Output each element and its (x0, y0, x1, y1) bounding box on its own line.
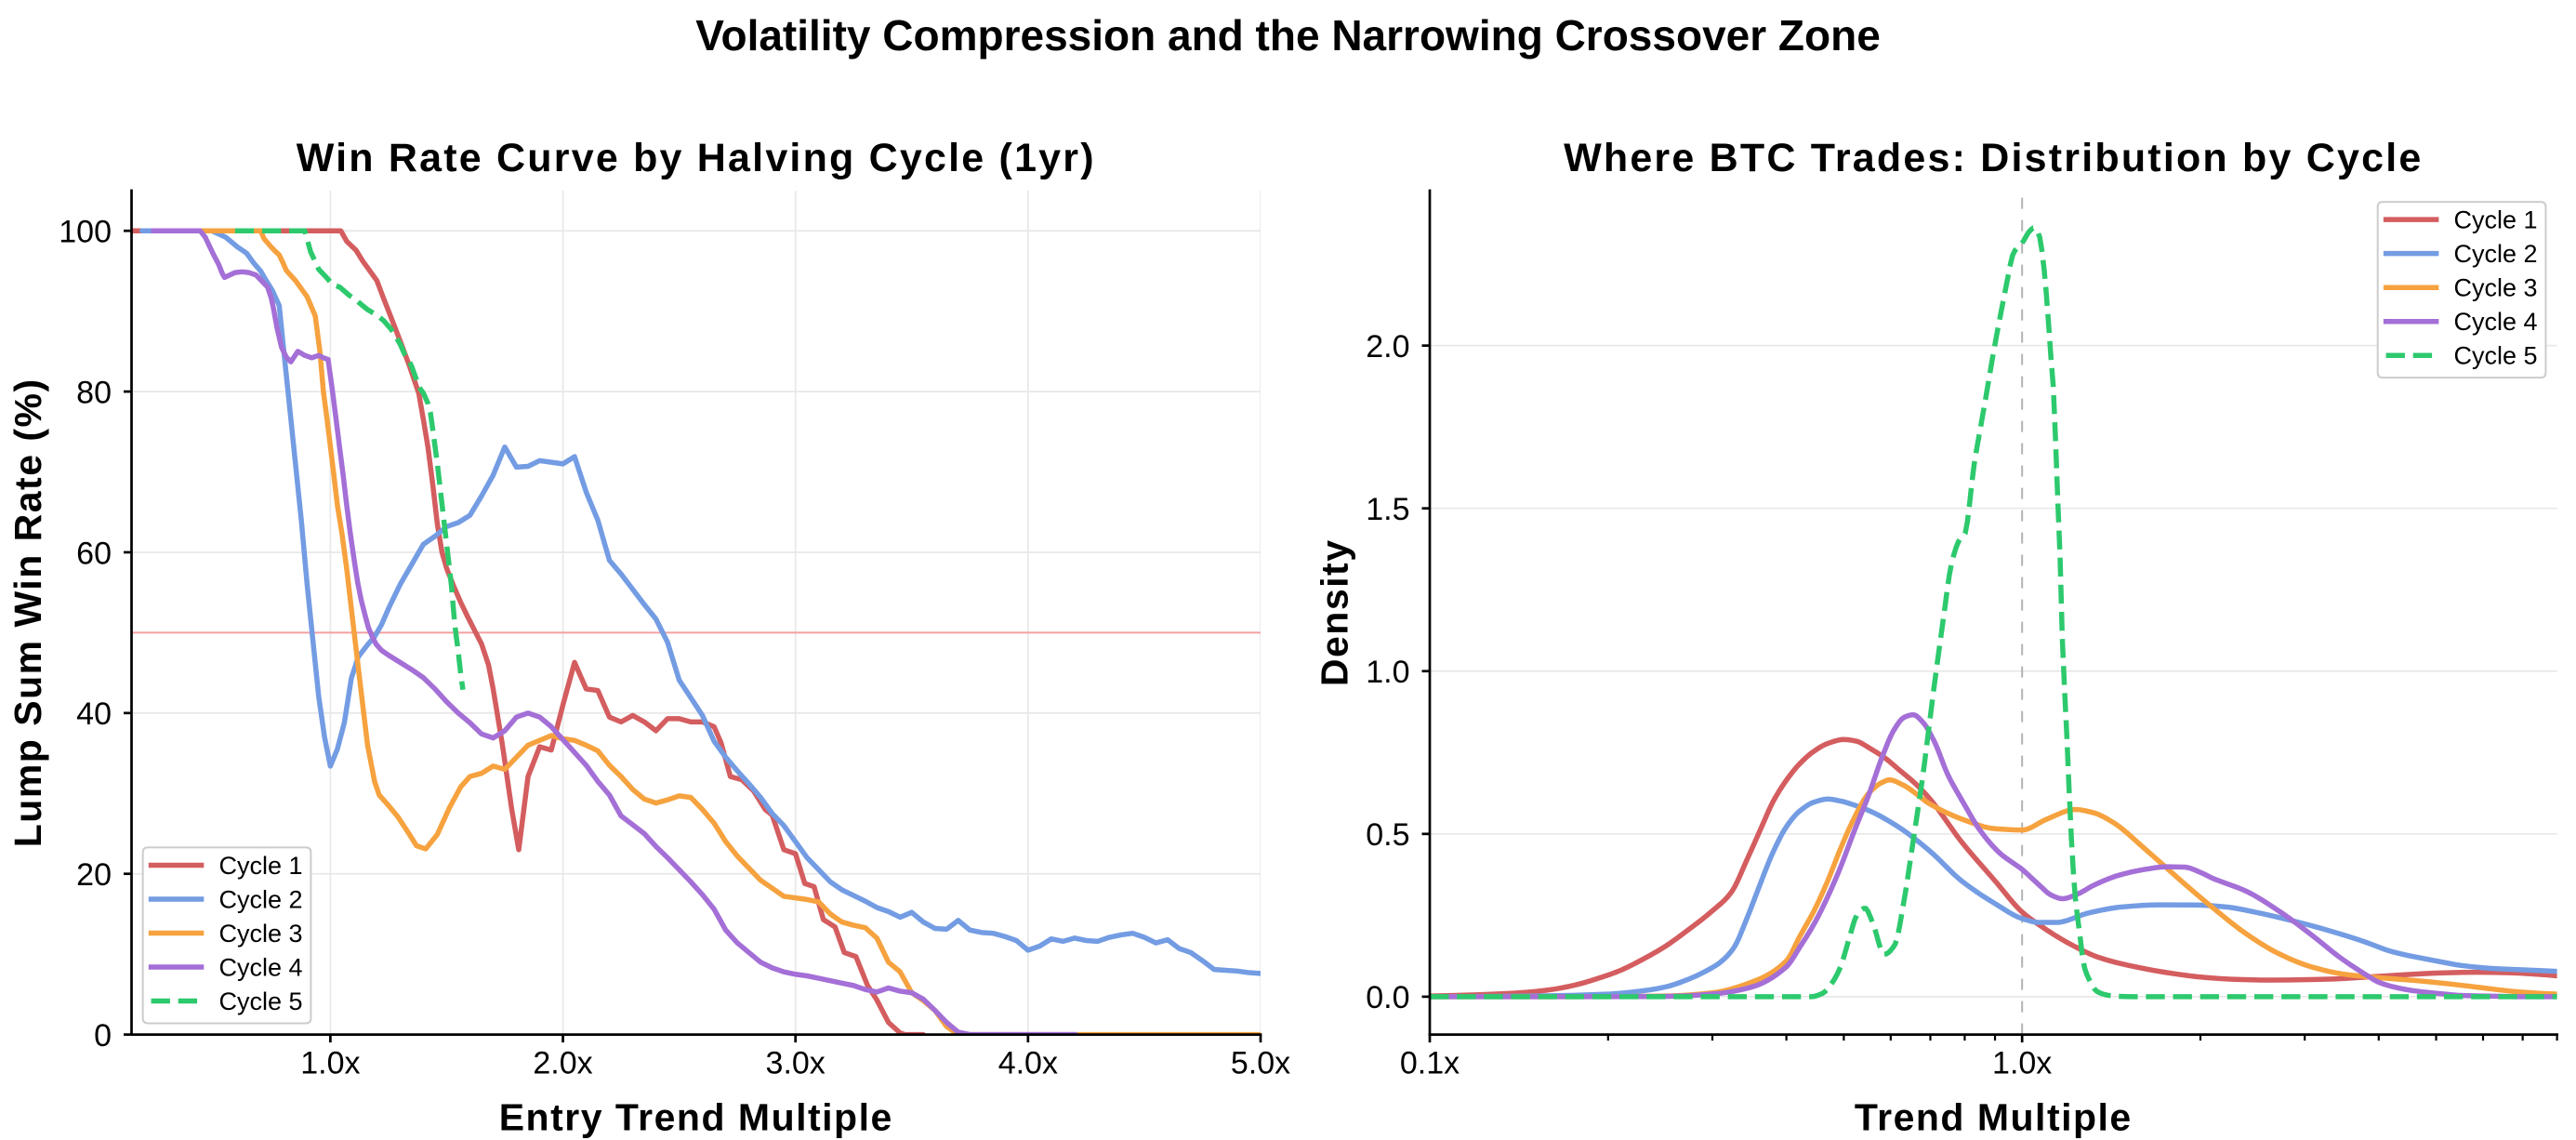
svg-text:0.5: 0.5 (1366, 817, 1409, 853)
svg-text:20: 20 (76, 857, 112, 893)
svg-text:Cycle 4: Cycle 4 (218, 953, 302, 981)
svg-text:1.0x: 1.0x (1992, 1046, 2052, 1081)
svg-text:Cycle 1: Cycle 1 (2454, 206, 2538, 234)
svg-text:Cycle 2: Cycle 2 (2454, 240, 2538, 268)
svg-text:Cycle 1: Cycle 1 (218, 852, 302, 880)
svg-text:5.0x: 5.0x (1231, 1046, 1290, 1081)
svg-text:Win Rate Curve by Halving Cycl: Win Rate Curve by Halving Cycle (1yr) (297, 136, 1096, 180)
svg-text:Cycle 5: Cycle 5 (218, 988, 302, 1015)
svg-text:Trend Multiple: Trend Multiple (1855, 1096, 2133, 1139)
svg-text:2.0x: 2.0x (533, 1046, 592, 1081)
svg-text:80: 80 (76, 375, 112, 410)
svg-text:3.0x: 3.0x (766, 1046, 826, 1081)
svg-text:1.0x: 1.0x (300, 1046, 360, 1081)
svg-text:Cycle 4: Cycle 4 (2454, 308, 2538, 336)
svg-text:Cycle 3: Cycle 3 (2454, 274, 2538, 302)
svg-text:Entry Trend Multiple: Entry Trend Multiple (499, 1096, 893, 1139)
svg-text:Density: Density (1314, 538, 1356, 686)
svg-text:100: 100 (59, 215, 112, 250)
svg-text:1.0: 1.0 (1366, 655, 1409, 690)
svg-text:Cycle 2: Cycle 2 (218, 885, 302, 913)
svg-text:Where BTC Trades: Distribution: Where BTC Trades: Distribution by Cycle (1564, 136, 2423, 180)
svg-text:Lump Sum Win Rate (%): Lump Sum Win Rate (%) (7, 378, 49, 847)
svg-text:Volatility Compression and the: Volatility Compression and the Narrowing… (695, 11, 1881, 60)
svg-text:40: 40 (76, 696, 112, 732)
svg-text:1.5: 1.5 (1366, 492, 1409, 527)
svg-text:0.1x: 0.1x (1400, 1046, 1460, 1081)
svg-text:2.0: 2.0 (1366, 329, 1409, 365)
svg-text:Cycle 3: Cycle 3 (218, 920, 302, 948)
svg-text:Cycle 5: Cycle 5 (2454, 342, 2538, 370)
svg-text:4.0x: 4.0x (998, 1046, 1058, 1081)
svg-text:60: 60 (76, 536, 112, 571)
svg-text:0.0: 0.0 (1366, 980, 1409, 1015)
svg-text:0: 0 (94, 1018, 112, 1054)
